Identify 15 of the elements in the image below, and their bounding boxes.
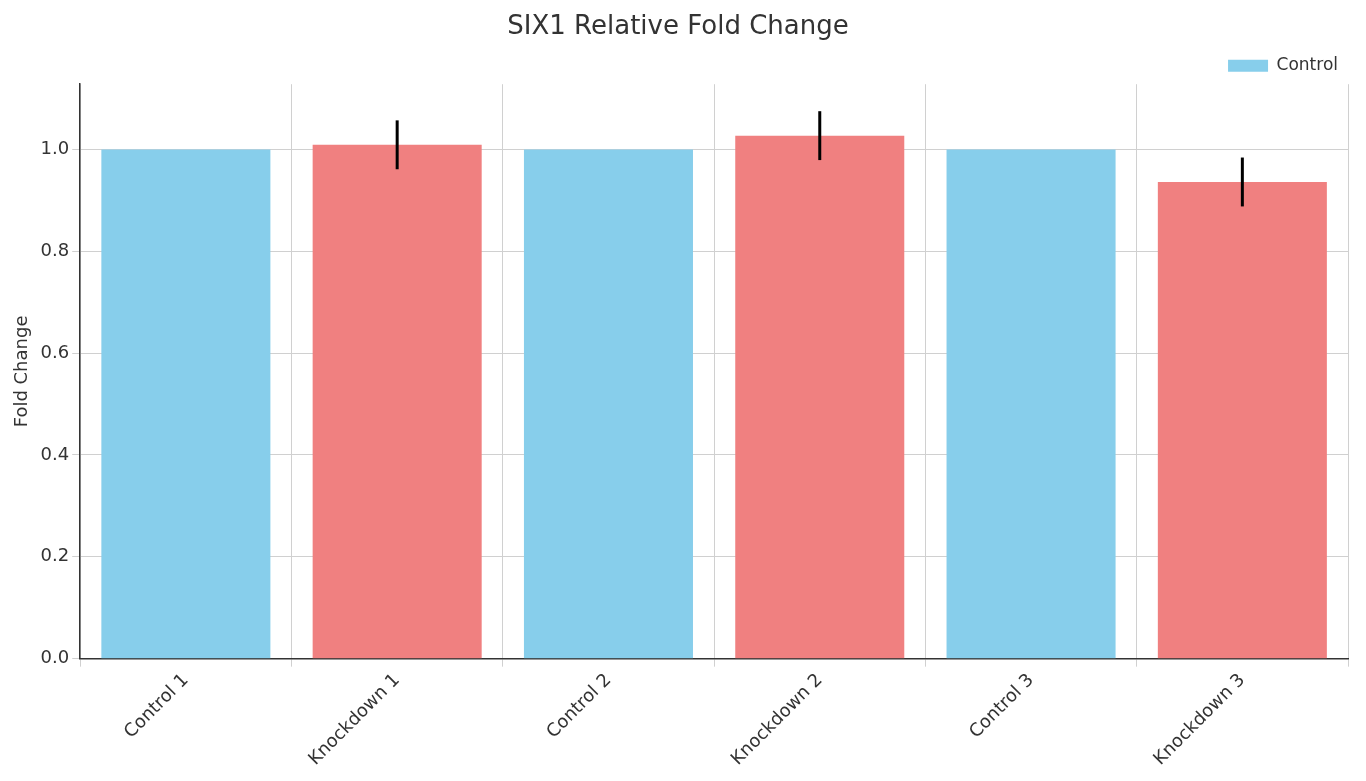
bar	[1157, 181, 1327, 659]
y-axis-title: Fold Change	[10, 315, 32, 428]
chart-title: SIX1 Relative Fold Change	[507, 10, 849, 41]
bar	[523, 149, 693, 659]
bar	[946, 149, 1116, 659]
y-tick-label: 0.6	[40, 340, 70, 362]
bar	[312, 144, 482, 659]
y-tick-label: 0.0	[40, 646, 70, 668]
bar	[101, 149, 271, 659]
y-tick-label: 0.4	[40, 442, 70, 464]
y-tick-label: 1.0	[40, 137, 70, 159]
y-tick-label: 0.8	[40, 238, 70, 260]
legend-label: Control	[1276, 54, 1338, 75]
bar	[735, 135, 905, 659]
y-tick-label: 0.2	[40, 544, 70, 566]
